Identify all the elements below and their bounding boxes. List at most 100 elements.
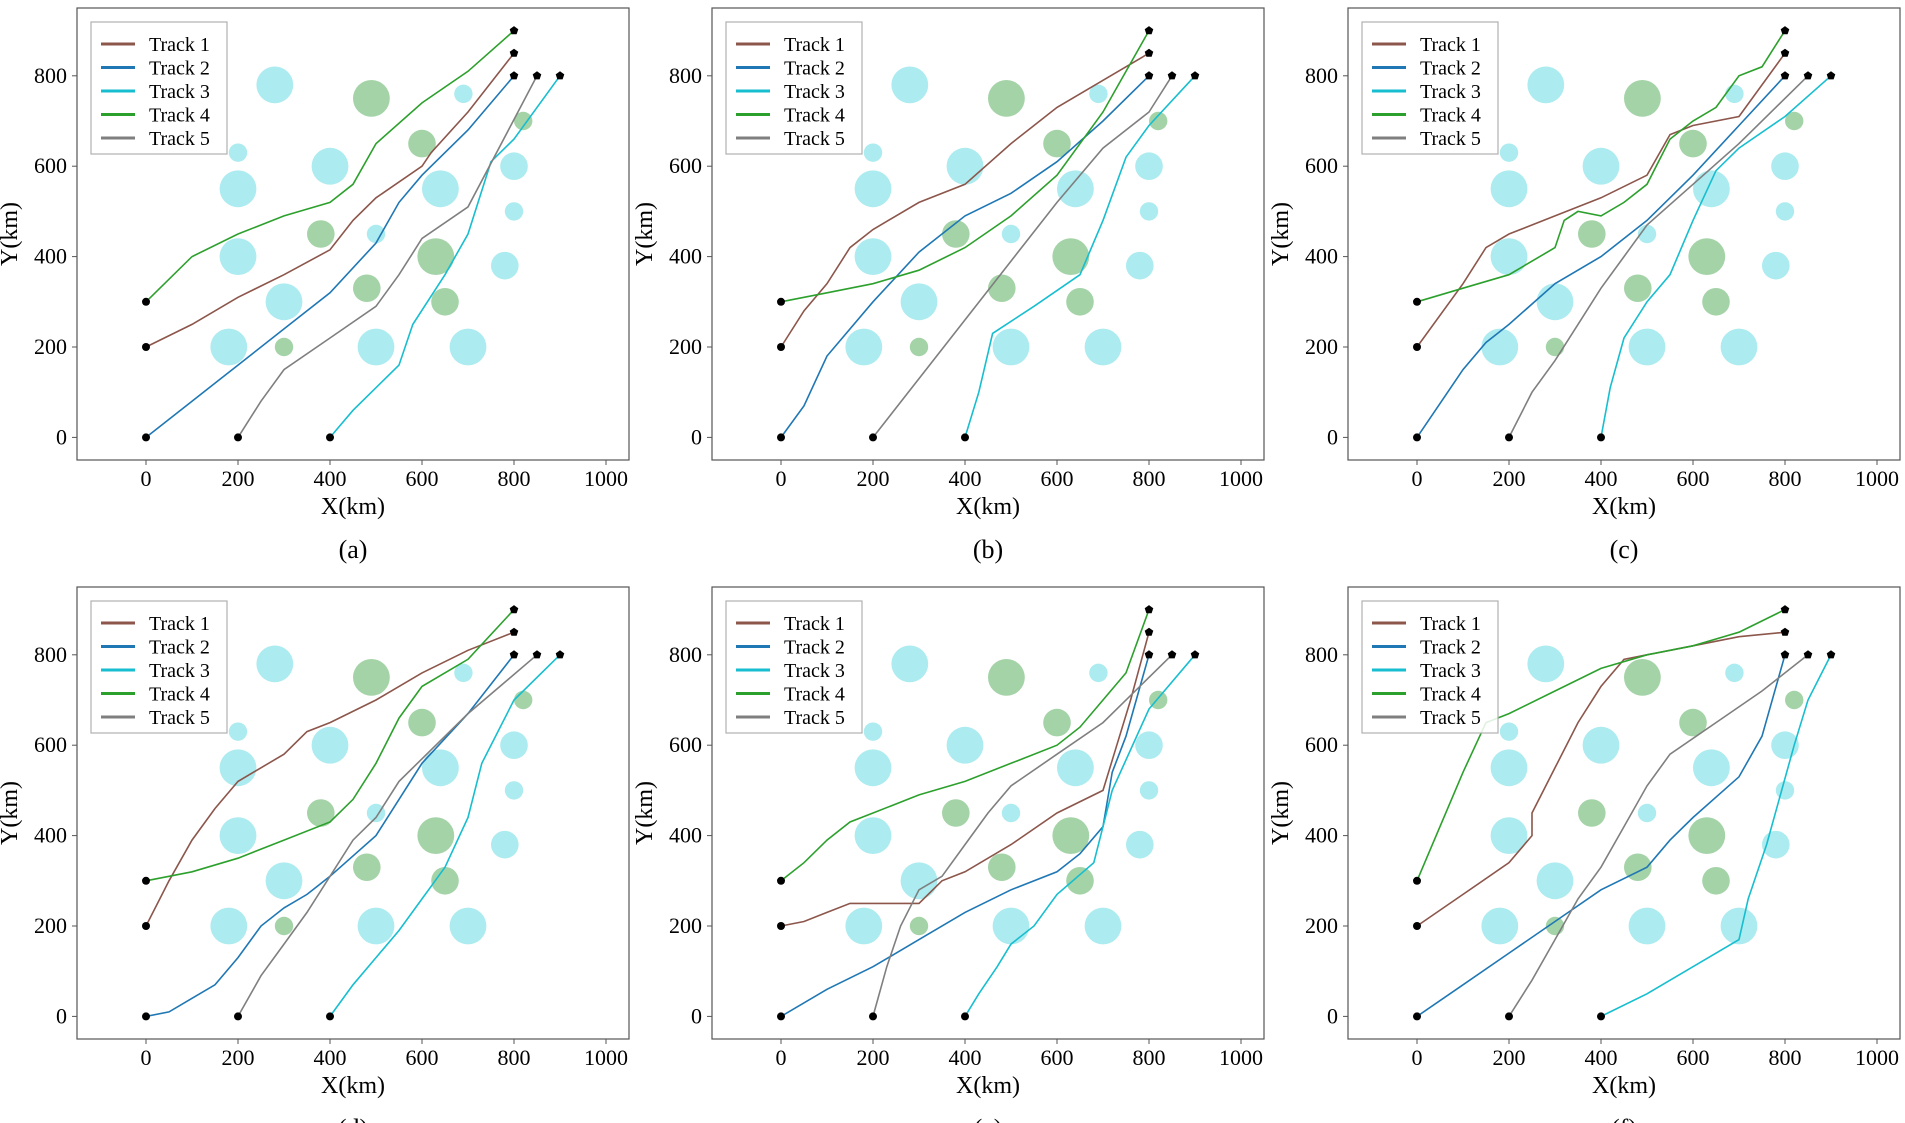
end-marker (509, 71, 519, 80)
obstacle-green (1043, 708, 1071, 737)
obstacle-cyan (210, 328, 248, 366)
obstacle-green (1688, 238, 1726, 275)
x-tick-label: 800 (1769, 1045, 1802, 1070)
plot-content (145, 30, 561, 439)
obstacle-cyan (1720, 907, 1758, 945)
obstacle-cyan (1775, 781, 1795, 800)
end-marker (509, 26, 519, 35)
obstacle-cyan (500, 731, 528, 759)
start-marker (142, 343, 150, 351)
legend-label-track-2: Track 2 (784, 637, 845, 659)
x-axis-label: X(km) (321, 494, 385, 520)
end-marker (1190, 71, 1200, 80)
end-marker (1780, 627, 1790, 636)
obstacle-green (1624, 853, 1652, 882)
end-marker (509, 605, 519, 614)
start-marker (142, 876, 150, 885)
legend-label-track-4: Track 4 (784, 684, 845, 706)
legend-label-track-5: Track 5 (1420, 128, 1481, 150)
obstacle-green (1785, 690, 1804, 710)
obstacle-cyan (228, 143, 248, 162)
obstacle-green (1052, 817, 1090, 854)
y-tick-label: 800 (669, 63, 702, 88)
end-marker (1144, 605, 1154, 614)
panel-caption: (a) (339, 535, 368, 564)
track-3-line (1600, 654, 1832, 1018)
obstacle-cyan (491, 251, 519, 280)
end-marker (509, 627, 519, 636)
obstacle-green (988, 853, 1016, 882)
track-4-line (1416, 30, 1786, 303)
legend-label-track-1: Track 1 (1420, 34, 1481, 56)
obstacle-cyan (1628, 907, 1666, 945)
x-tick-label: 800 (1133, 1045, 1166, 1070)
track-3-line (1600, 75, 1832, 438)
x-tick-label: 0 (141, 466, 152, 491)
y-axis-label: Y(km) (1268, 781, 1294, 845)
obstacle-cyan (1536, 862, 1574, 900)
panel-caption: (e) (974, 1114, 1003, 1123)
obstacle-cyan (1490, 238, 1528, 275)
end-marker (1780, 605, 1790, 614)
obstacle-cyan (845, 907, 883, 945)
obstacle-cyan (1725, 84, 1744, 104)
end-marker (1780, 26, 1790, 35)
obstacle-cyan (1490, 817, 1528, 854)
panel-f: 0 200 400 600 800 1000 0 200 400 600 800 X(km) Y(km)… (1268, 586, 1901, 1123)
plot-content (1416, 30, 1832, 438)
y-tick-label: 0 (1327, 424, 1338, 449)
obstacle-cyan (854, 749, 892, 787)
x-tick-label: 1000 (1855, 466, 1899, 491)
start-marker (326, 1012, 334, 1021)
start-marker (869, 1012, 877, 1021)
end-marker (1167, 650, 1177, 659)
panel-caption: (c) (1610, 535, 1639, 564)
obstacle-cyan (1135, 731, 1163, 759)
obstacle-cyan (891, 645, 929, 683)
obstacle-cyan (946, 726, 984, 764)
obstacle-cyan (1084, 907, 1122, 945)
obstacle-cyan (1527, 645, 1565, 683)
x-tick-label: 400 (314, 1045, 347, 1070)
x-tick-label: 200 (1493, 1045, 1526, 1070)
track-4-line (780, 30, 1150, 303)
track-5-line (1508, 75, 1809, 438)
obstacle-cyan (491, 830, 519, 859)
start-marker (1597, 433, 1605, 442)
obstacle-green (1578, 220, 1606, 248)
panel-caption: (f) (1611, 1114, 1637, 1123)
obstacle-cyan (845, 328, 883, 366)
legend-label-track-3: Track 3 (784, 660, 845, 682)
y-tick-label: 0 (1327, 1003, 1338, 1028)
legend-label-track-4: Track 4 (1420, 105, 1481, 127)
obstacle-cyan (863, 722, 883, 741)
track-1-line (1416, 52, 1786, 348)
y-tick-label: 200 (34, 913, 67, 938)
end-marker (1144, 26, 1154, 35)
obstacle-cyan (366, 803, 386, 823)
x-tick-label: 0 (1412, 466, 1423, 491)
obstacle-cyan (357, 907, 395, 945)
end-marker (509, 48, 519, 57)
y-axis-label: Y(km) (632, 202, 658, 266)
obstacle-green (274, 337, 294, 357)
obstacle-green (408, 708, 436, 737)
x-tick-label: 600 (1677, 1045, 1710, 1070)
obstacle-green (1066, 867, 1094, 895)
x-tick-label: 0 (141, 1045, 152, 1070)
track-1-line (780, 52, 1150, 348)
start-marker (1413, 297, 1421, 306)
x-tick-label: 400 (949, 1045, 982, 1070)
y-tick-label: 600 (1305, 153, 1338, 178)
track-5-line (237, 75, 538, 438)
x-tick-label: 0 (1412, 1045, 1423, 1070)
plot-frame (76, 586, 630, 1040)
plot-frame (76, 7, 630, 461)
end-marker (1826, 650, 1836, 659)
start-marker (1505, 1012, 1513, 1021)
y-axis-label: Y(km) (632, 781, 658, 845)
legend-label-track-4: Track 4 (1420, 684, 1481, 706)
legend-label-track-5: Track 5 (784, 707, 845, 729)
